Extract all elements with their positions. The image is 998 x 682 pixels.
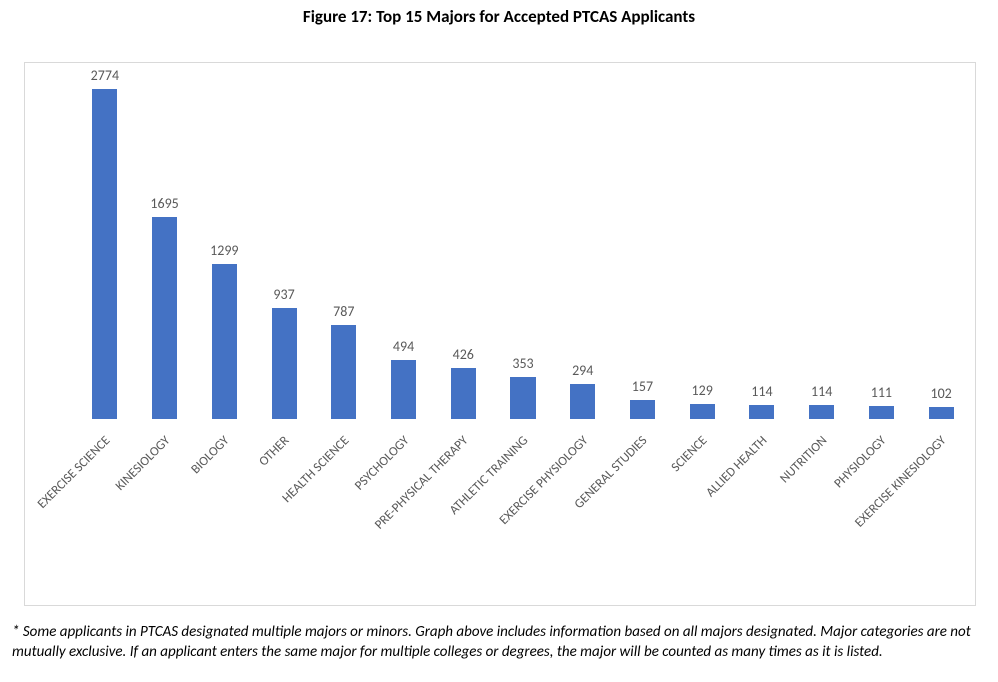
bar bbox=[869, 406, 894, 419]
bar bbox=[690, 404, 715, 419]
bar-value-label: 129 bbox=[672, 382, 732, 399]
bar-value-label: 114 bbox=[792, 383, 852, 400]
bar-value-label: 102 bbox=[911, 385, 971, 402]
bar-value-label: 426 bbox=[433, 346, 493, 363]
bar bbox=[929, 407, 954, 419]
page: { "title": { "text": "Figure 17: Top 15 … bbox=[0, 0, 998, 682]
bar-value-label: 353 bbox=[493, 355, 553, 372]
bar bbox=[451, 368, 476, 419]
bar bbox=[749, 405, 774, 419]
bar-value-label: 294 bbox=[553, 362, 613, 379]
bar-value-label: 157 bbox=[612, 378, 672, 395]
bar bbox=[152, 217, 177, 419]
bar bbox=[331, 325, 356, 419]
bar bbox=[809, 405, 834, 419]
bar bbox=[272, 308, 297, 419]
bar bbox=[510, 377, 535, 419]
bar-value-label: 2774 bbox=[75, 67, 135, 84]
figure-title: Figure 17: Top 15 Majors for Accepted PT… bbox=[0, 6, 998, 27]
bar-value-label: 787 bbox=[314, 303, 374, 320]
bar bbox=[630, 400, 655, 419]
bar-value-label: 111 bbox=[851, 384, 911, 401]
bar-value-label: 114 bbox=[732, 383, 792, 400]
bar-value-label: 494 bbox=[374, 338, 434, 355]
bar-value-label: 1299 bbox=[194, 242, 254, 259]
bar bbox=[570, 384, 595, 419]
footnote: * Some applicants in PTCAS designated mu… bbox=[12, 622, 972, 663]
bar-value-label: 1695 bbox=[135, 195, 195, 212]
bar bbox=[92, 89, 117, 419]
bar bbox=[391, 360, 416, 419]
bar-value-label: 937 bbox=[254, 286, 314, 303]
bar bbox=[212, 264, 237, 419]
